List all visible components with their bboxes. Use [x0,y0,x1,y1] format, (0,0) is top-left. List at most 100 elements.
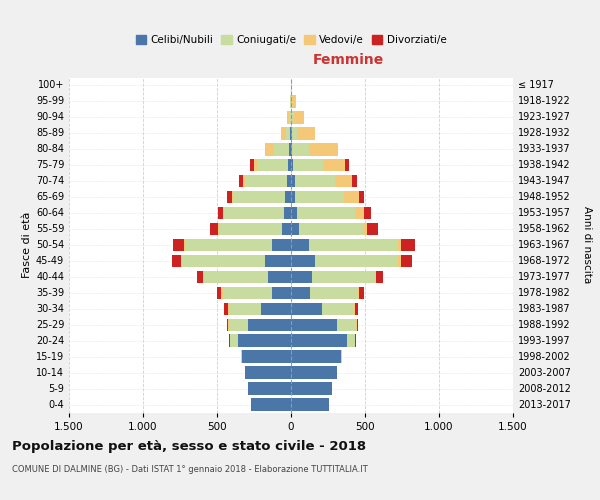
Bar [356,318,357,331]
Bar [230,334,238,347]
Bar [223,207,224,220]
Bar [291,398,329,410]
Bar [374,270,376,283]
Bar [221,286,223,299]
Bar [287,175,291,188]
Bar [268,270,291,283]
Bar [354,302,355,315]
Bar [293,159,323,172]
Bar [291,302,322,315]
Text: COMUNE DI DALMINE (BG) - Dati ISTAT 1° gennaio 2018 - Elaborazione TUTTITALIA.IT: COMUNE DI DALMINE (BG) - Dati ISTAT 1° g… [12,466,368,474]
Bar [274,143,289,156]
Bar [295,175,335,188]
Bar [292,143,309,156]
Bar [291,223,299,235]
Bar [282,223,291,235]
Bar [281,127,286,140]
Bar [292,127,297,140]
Y-axis label: Fasce di età: Fasce di età [22,212,32,278]
Bar [359,191,364,203]
Bar [232,191,233,203]
Bar [355,302,358,315]
Bar [184,239,186,251]
Bar [220,223,282,235]
Bar [337,318,356,331]
Bar [285,191,291,203]
Bar [224,302,228,315]
Bar [335,175,352,188]
Bar [292,95,296,108]
Bar [197,270,203,283]
Bar [186,239,272,251]
Bar [211,223,218,235]
Bar [241,350,242,363]
Bar [323,159,345,172]
Bar [290,127,291,140]
Bar [182,254,265,267]
Bar [229,302,262,315]
Bar [352,175,357,188]
Y-axis label: Anni di nascita: Anni di nascita [582,206,592,284]
Bar [344,191,359,203]
Bar [297,127,314,140]
Bar [287,111,289,124]
Bar [173,239,184,251]
Bar [291,159,293,172]
Bar [218,223,220,235]
Bar [265,254,291,267]
Bar [322,302,354,315]
Bar [243,175,245,188]
Bar [227,318,228,331]
Bar [259,159,288,172]
Bar [291,95,292,108]
Bar [347,334,355,347]
Bar [401,239,415,251]
Bar [345,159,349,172]
Bar [359,286,364,299]
Bar [229,334,230,347]
Bar [229,318,248,331]
Bar [251,398,291,410]
Bar [289,143,291,156]
Bar [291,270,313,283]
Bar [272,239,291,251]
Bar [265,143,274,156]
Bar [289,111,290,124]
Bar [238,334,291,347]
Bar [172,254,181,267]
Bar [355,334,356,347]
Bar [284,207,291,220]
Bar [309,239,398,251]
Bar [228,302,229,315]
Bar [242,350,291,363]
Bar [291,334,347,347]
Bar [250,159,254,172]
Bar [363,223,367,235]
Bar [181,254,182,267]
Bar [401,254,412,267]
Bar [203,270,205,283]
Bar [239,175,243,188]
Bar [313,270,374,283]
Bar [316,254,398,267]
Bar [228,318,229,331]
Bar [245,175,287,188]
Bar [248,382,291,395]
Bar [398,254,401,267]
Bar [291,318,337,331]
Text: Femmine: Femmine [313,54,385,68]
Bar [291,175,295,188]
Bar [341,350,342,363]
Bar [398,239,401,251]
Bar [217,286,221,299]
Bar [205,270,268,283]
Bar [357,318,358,331]
Bar [248,318,291,331]
Bar [364,207,371,220]
Bar [288,159,291,172]
Bar [291,207,297,220]
Bar [291,366,337,379]
Bar [291,382,332,395]
Bar [233,191,285,203]
Bar [310,286,358,299]
